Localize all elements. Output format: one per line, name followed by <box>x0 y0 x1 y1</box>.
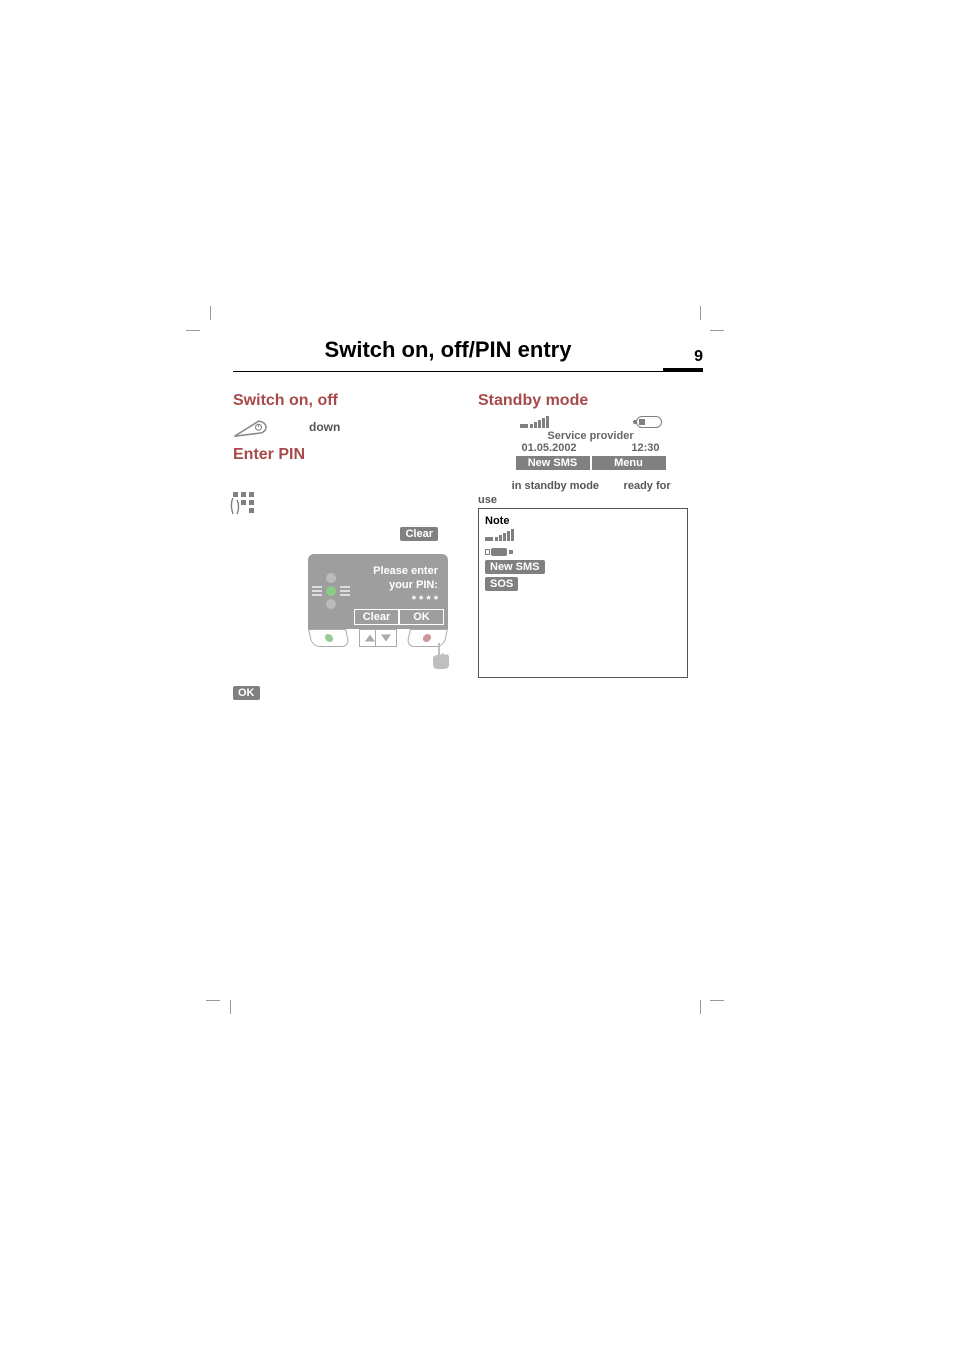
pin-entry-phone: Please enter your PIN: * * * * Clear OK <box>233 554 448 653</box>
pin-prompt-line1: Please enter <box>360 564 438 578</box>
note-signal-icon <box>485 529 514 541</box>
standby-mode-heading: Standby mode <box>478 392 703 410</box>
enter-pin-heading: Enter PIN <box>233 446 458 464</box>
standby-time: 12:30 <box>631 442 659 454</box>
note-title: Note <box>485 515 681 527</box>
pin-stars: * * * * <box>360 593 438 607</box>
standby-screen: Service provider 01.05.2002 12:30 New SM… <box>516 414 666 470</box>
page-header: Switch on, off/PIN entry 9 <box>233 337 703 372</box>
crop-mark <box>220 1000 240 1020</box>
keypad-icon <box>233 492 255 514</box>
page-number: 9 <box>663 348 703 371</box>
standby-ready-prefix: in standby mode <box>512 480 599 492</box>
clear-softkey-label: Clear <box>400 527 438 541</box>
page-content: Switch on, off/PIN entry 9 Switch on, of… <box>193 317 743 701</box>
note-box: Note New SMS SOS <box>478 508 688 678</box>
crop-mark <box>700 1000 720 1020</box>
switch-on-off-heading: Switch on, off <box>233 392 458 410</box>
pin-clear-softkey: Clear <box>354 609 399 625</box>
standby-ready-suffix: ready for <box>624 480 671 492</box>
ok-softkey-label: OK <box>233 686 260 700</box>
standby-left-softkey: New SMS <box>516 456 590 470</box>
signal-strength-icon <box>520 416 549 428</box>
pointing-hand-icon <box>428 641 452 671</box>
right-column: Standby mode Service provider 01.05.2002… <box>478 386 703 701</box>
pin-prompt-line2: your PIN: <box>360 578 438 592</box>
note-charging-icon <box>485 546 513 558</box>
note-sos-badge: SOS <box>485 577 518 591</box>
note-new-sms-badge: New SMS <box>485 560 545 574</box>
left-column: Switch on, off down Enter PIN <box>233 386 458 701</box>
pin-ok-softkey: OK <box>399 609 444 625</box>
power-key-icon <box>233 416 269 440</box>
standby-ready-line2: use <box>478 494 497 506</box>
hold-down-label: down <box>309 420 340 434</box>
service-provider-label: Service provider <box>516 430 666 442</box>
standby-right-softkey: Menu <box>590 456 666 470</box>
phone-hard-buttons <box>308 629 448 653</box>
battery-icon <box>636 416 662 428</box>
page-title: Switch on, off/PIN entry <box>233 337 663 363</box>
standby-date: 01.05.2002 <box>522 442 577 454</box>
